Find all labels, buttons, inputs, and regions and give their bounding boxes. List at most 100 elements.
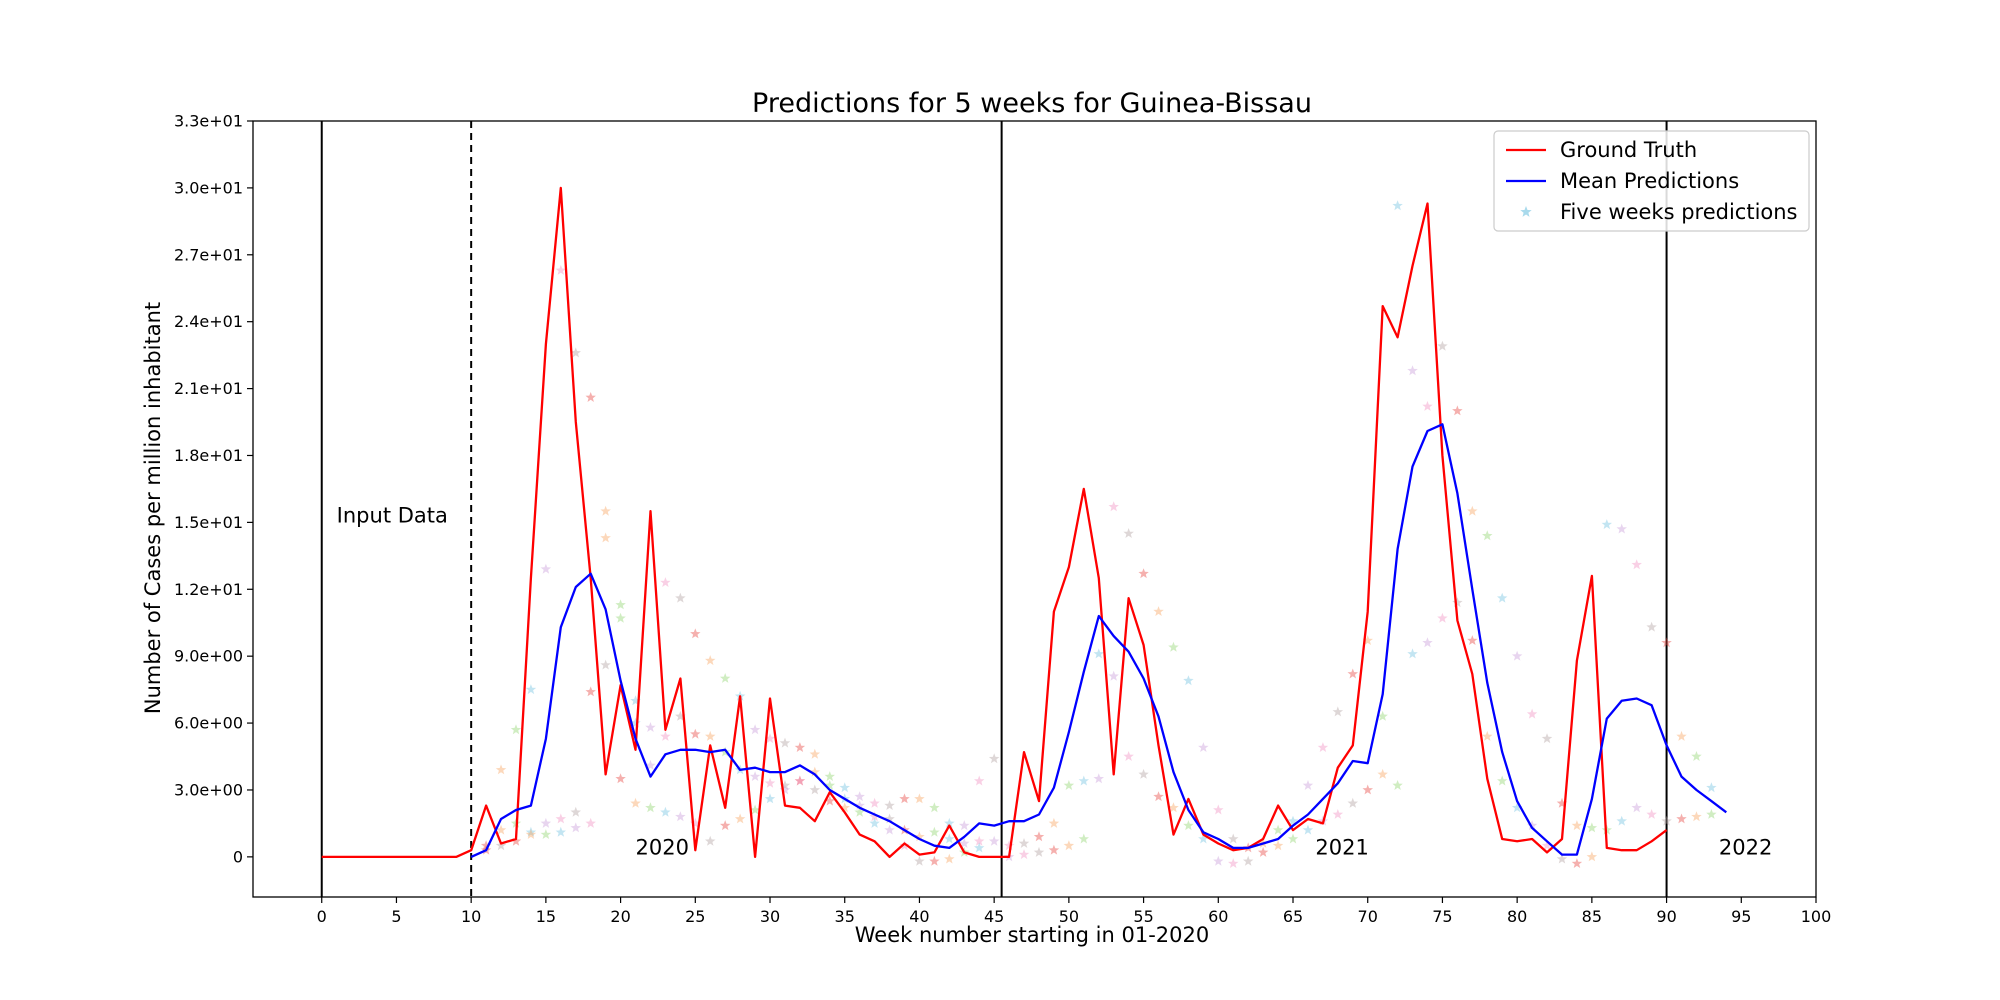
prediction-star-point [1422, 400, 1433, 411]
prediction-star-point [869, 797, 880, 808]
prediction-star-point [510, 835, 522, 846]
prediction-star-point [1272, 824, 1284, 835]
prediction-star-point [1033, 831, 1045, 842]
x-tick-label: 65 [1283, 907, 1303, 926]
prediction-star-point [1198, 742, 1209, 752]
prediction-star-point [1063, 780, 1075, 790]
prediction-star-point [555, 813, 566, 824]
prediction-star-point [1616, 815, 1627, 826]
prediction-star-point [1138, 768, 1149, 779]
prediction-star-point [1482, 530, 1493, 541]
prediction-star-point [809, 766, 821, 777]
prediction-star-point [1422, 637, 1433, 648]
prediction-star-point [1497, 592, 1508, 603]
prediction-star-point [1661, 815, 1672, 826]
prediction-star-point [540, 817, 552, 828]
prediction-star-point [660, 730, 671, 741]
prediction-star-point [1213, 804, 1224, 815]
x-tick-label: 0 [317, 907, 327, 926]
prediction-star-point [1452, 597, 1463, 608]
prediction-star-point [1706, 782, 1717, 793]
x-tick-label: 60 [1208, 907, 1228, 926]
prediction-star-point [764, 777, 776, 788]
prediction-star-point [1093, 648, 1104, 659]
prediction-star-point [705, 655, 716, 666]
x-tick-label: 40 [909, 907, 929, 926]
prediction-star-point [705, 730, 716, 741]
prediction-star-point [1377, 768, 1388, 779]
prediction-star-point [914, 831, 925, 842]
prediction-star-point [675, 811, 686, 822]
prediction-star-point [1183, 820, 1194, 831]
x-tick-label: 35 [835, 907, 855, 926]
mean-predictions-line [470, 423, 1727, 858]
prediction-star-point [1497, 775, 1508, 786]
prediction-star-point [914, 855, 925, 866]
prediction-star-point [794, 775, 806, 786]
prediction-star-point [1511, 650, 1523, 661]
prediction-star-point [495, 824, 507, 835]
prediction-star-point [1586, 822, 1598, 833]
prediction-star-point [1467, 505, 1478, 516]
plot-frame [252, 120, 1817, 898]
y-tick-label: 3.3e+01 [174, 112, 243, 131]
prediction-star-point [690, 728, 701, 739]
prediction-star-point [630, 695, 641, 706]
prediction-star-point [1228, 858, 1239, 868]
prediction-star-point [630, 797, 641, 808]
prediction-star-point [1302, 780, 1314, 790]
prediction-star-point [884, 824, 895, 835]
prediction-star-point [869, 817, 880, 828]
prediction-star-point [630, 717, 641, 728]
prediction-star-point [1541, 733, 1553, 744]
prediction-star-point [1242, 855, 1254, 866]
prediction-star-point [1287, 815, 1299, 826]
y-tick-label: 1.2e+01 [174, 580, 243, 599]
prediction-star-point [570, 822, 581, 833]
prediction-star-point [854, 800, 865, 810]
x-tick-label: 85 [1582, 907, 1602, 926]
legend-entry-label: Five weeks predictions [1560, 200, 1798, 224]
x-tick-label: 80 [1507, 907, 1527, 926]
prediction-star-point [525, 684, 537, 695]
prediction-star-point [779, 780, 791, 790]
prediction-star-point [959, 838, 970, 848]
prediction-star-point [1018, 838, 1030, 848]
prediction-star-point [720, 673, 731, 683]
prediction-star-point [570, 806, 581, 817]
legend-entry-label: Mean Predictions [1560, 169, 1739, 193]
prediction-star-point [1063, 840, 1075, 851]
x-tick-label: 90 [1656, 907, 1676, 926]
prediction-star-point [944, 853, 955, 864]
prediction-star-point [690, 817, 701, 828]
prediction-star-point [988, 835, 1000, 846]
legend-star-swatch [1520, 206, 1532, 217]
prediction-star-point [615, 773, 626, 784]
prediction-star-point [809, 748, 821, 759]
prediction-star-point [929, 855, 940, 866]
prediction-star-point [794, 775, 806, 786]
prediction-star-point [988, 753, 1000, 764]
prediction-star-point [1332, 809, 1344, 819]
prediction-star-point [974, 775, 985, 786]
y-tick-label: 3.0e+00 [174, 780, 243, 799]
prediction-star-point [944, 817, 955, 828]
prediction-star-point [540, 563, 552, 574]
prediction-star-point [645, 802, 656, 813]
prediction-star-point [1123, 528, 1134, 538]
prediction-star-point [779, 784, 791, 795]
prediction-star-point [959, 820, 970, 831]
prediction-star-point [929, 802, 940, 813]
prediction-star-point [749, 724, 761, 735]
prediction-star-point [1108, 670, 1119, 681]
prediction-star-point [1631, 802, 1642, 813]
prediction-star-point [495, 840, 507, 851]
prediction-star-point [1691, 751, 1702, 761]
prediction-star-point [824, 771, 835, 781]
prediction-star-point [1362, 635, 1373, 645]
prediction-star-point [585, 686, 596, 697]
prediction-star-point [929, 826, 940, 837]
prediction-star-point [749, 771, 761, 781]
prediction-star-point [854, 806, 865, 817]
